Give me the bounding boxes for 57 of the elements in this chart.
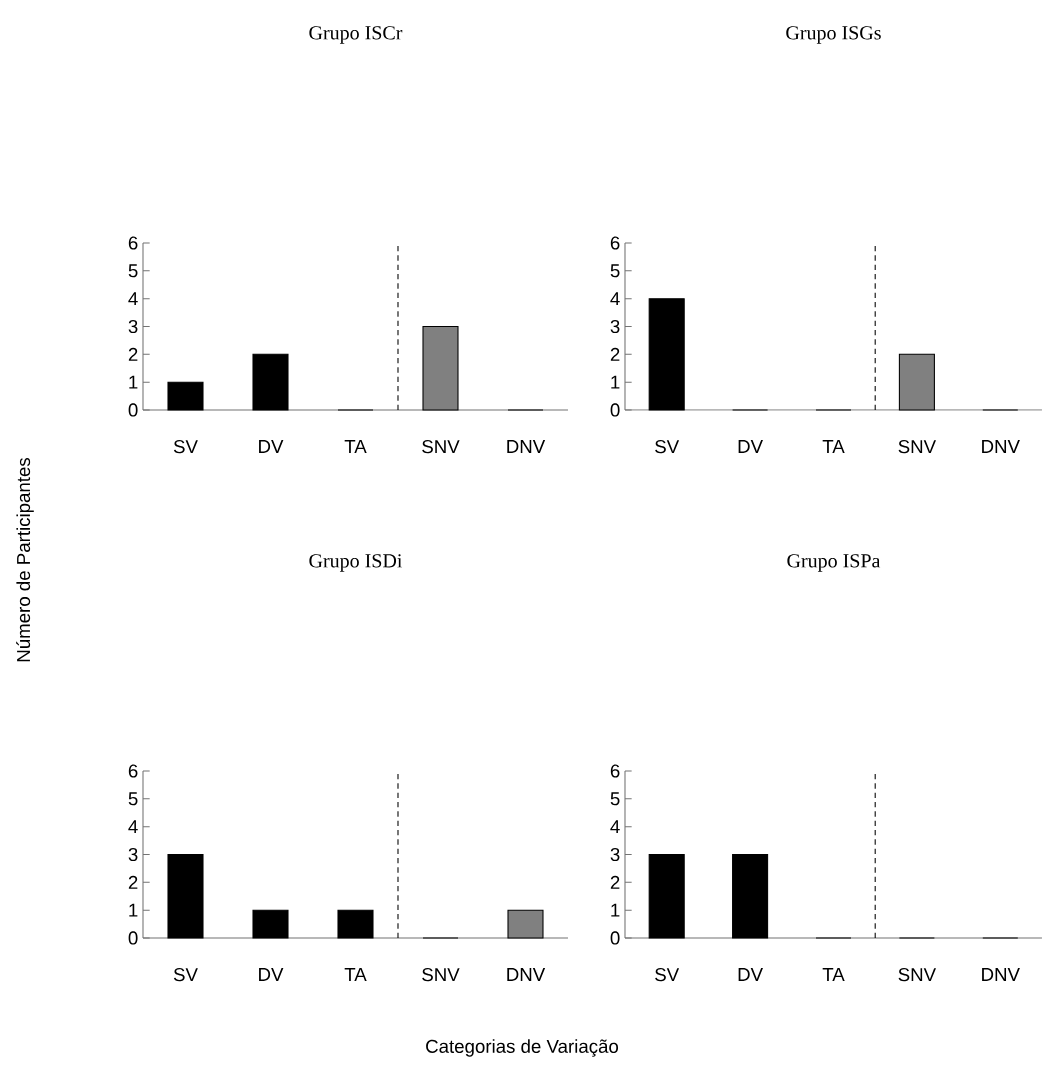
x-tick-label: SNV	[422, 968, 460, 982]
chart-title: Grupo ISPa	[787, 554, 881, 572]
y-tick-label: 4	[610, 820, 620, 834]
y-tick-label: 6	[610, 764, 620, 778]
chart-title: Grupo ISDi	[309, 554, 403, 572]
chart-title: Grupo ISGs	[786, 26, 881, 44]
x-tick-label: DV	[259, 968, 284, 981]
y-tick-label: 3	[610, 847, 620, 862]
y-tick-label: 1	[611, 903, 620, 917]
y-tick-label: 1	[129, 903, 138, 917]
x-tick-label: DV	[259, 440, 284, 453]
y-tick-label: 5	[610, 792, 620, 806]
y-tick-label: 1	[129, 375, 138, 389]
x-tick-label: SV	[655, 968, 680, 982]
bar	[422, 325, 459, 411]
x-tick-label: SNV	[422, 440, 460, 454]
y-tick-label: 2	[610, 347, 620, 361]
y-tick-label: 6	[128, 236, 138, 250]
y-tick-label: 0	[128, 403, 138, 417]
y-tick-label: 4	[128, 820, 138, 834]
y-tick-label: 4	[610, 292, 620, 306]
x-tick-label: TA	[344, 968, 367, 981]
x-axis-title: Categorias de Variação	[426, 1039, 619, 1057]
x-tick-label: SV	[655, 440, 680, 454]
chart-title: Grupo ISCr	[309, 26, 403, 44]
y-tick-label: 0	[610, 931, 620, 945]
y-tick-label: 6	[610, 236, 620, 250]
y-tick-label: 5	[128, 792, 138, 806]
x-tick-label: TA	[344, 440, 367, 453]
x-tick-label: TA	[822, 968, 845, 981]
y-tick-label: 2	[128, 347, 138, 361]
y-tick-label: 6	[128, 764, 138, 778]
y-tick-label: 5	[610, 264, 620, 278]
x-tick-label: DV	[738, 968, 763, 981]
y-tick-label: 1	[611, 375, 620, 389]
x-tick-label: DNV	[982, 440, 1020, 453]
x-tick-label: SNV	[898, 968, 937, 982]
x-tick-label: DV	[738, 440, 763, 453]
x-tick-label: TA	[822, 440, 845, 453]
y-tick-label: 0	[128, 931, 138, 945]
x-tick-label: SNV	[898, 440, 937, 454]
x-tick-label: SV	[173, 968, 198, 982]
y-tick-label: 3	[610, 319, 620, 334]
y-tick-label: 3	[128, 847, 138, 862]
bar	[252, 353, 289, 411]
y-axis-title: Número de Participantes	[16, 458, 34, 662]
y-tick-label: 5	[128, 264, 138, 278]
y-tick-label: 2	[128, 875, 138, 889]
x-tick-label: SV	[173, 440, 198, 454]
x-tick-label: DNV	[982, 968, 1020, 981]
x-tick-label: DNV	[507, 440, 546, 453]
x-tick-label: DNV	[507, 968, 546, 981]
y-tick-label: 3	[128, 319, 138, 334]
y-tick-label: 2	[610, 875, 620, 889]
y-tick-label: 4	[128, 292, 138, 306]
y-tick-label: 0	[610, 403, 620, 417]
bar	[167, 381, 204, 411]
